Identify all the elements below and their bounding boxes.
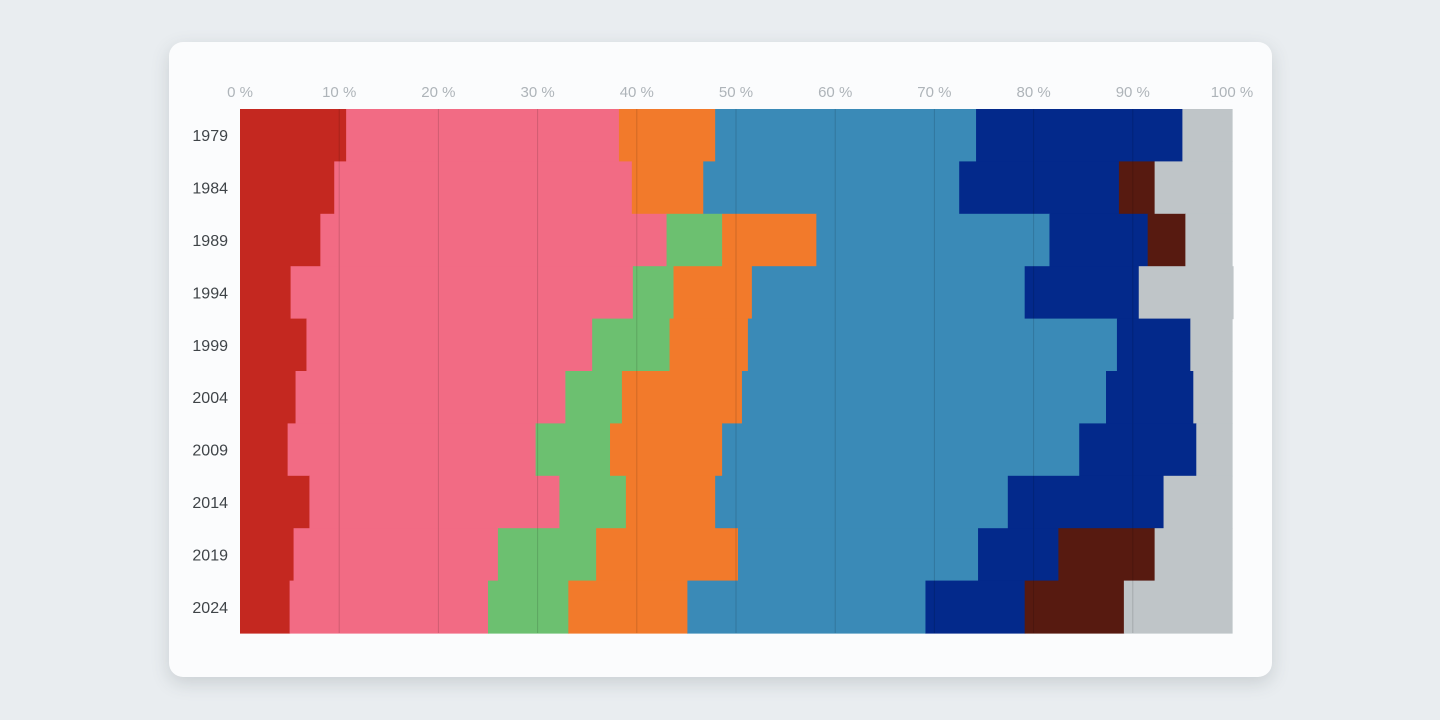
bar-segment-1979-series-4 (618, 109, 716, 162)
bar-segment-2004-series-8 (1193, 371, 1233, 424)
bar-segment-1999-series-6 (1116, 318, 1191, 372)
x-axis-ticks: 0 % 10 % 20 % 30 % 40 % 50 % 60 % 70 % 80 % 90 % 1… (227, 84, 1253, 101)
y-category-label: 1979 (192, 128, 228, 145)
bar-segment-1984-series-4 (631, 161, 704, 215)
bar-segment-2019-series-5 (737, 528, 979, 582)
bar-segment-2024-series-5 (687, 580, 927, 634)
bar-segment-2009-series-1 (240, 423, 289, 477)
bar-segment-1989-series-1 (240, 213, 321, 267)
bar-segment-1984-series-2 (334, 161, 633, 215)
bar-segment-1979-series-8 (1182, 109, 1233, 162)
y-category-label: 1999 (192, 338, 228, 355)
bar-segment-1984-series-1 (240, 161, 335, 215)
bar-segment-2014-series-3 (559, 475, 627, 529)
bar-segment-2004-series-4 (621, 371, 743, 424)
chart-card: 0 % 10 % 20 % 30 % 40 % 50 % 60 % 70 % 80 % 90 % 1… (169, 42, 1272, 677)
y-category-label: 2014 (192, 495, 228, 512)
bar-segment-1989-series-6 (1049, 213, 1149, 267)
bar-segment-1984-series-8 (1154, 161, 1233, 215)
bar-segment-1989-series-8 (1185, 213, 1233, 267)
x-tick-label: 70 % (917, 84, 951, 101)
bar-segment-1989-series-5 (816, 213, 1051, 267)
bar-segment-1989-series-4 (722, 213, 817, 267)
bar-segment-1984-series-6 (959, 161, 1120, 215)
y-axis-labels: 1979 1984 1989 1994 1999 2004 2009 2014 2019 2024 (192, 128, 228, 617)
x-tick-label: 90 % (1116, 84, 1150, 101)
bar-segment-1994-series-2 (290, 266, 634, 320)
bar-segment-1999-series-3 (592, 318, 671, 372)
bar-segment-1994-series-5 (751, 266, 1026, 320)
bar-segment-1984-series-7 (1118, 161, 1156, 215)
bar-segment-1999-series-8 (1190, 318, 1233, 372)
y-category-label: 1994 (192, 285, 228, 302)
bar-segment-2019-series-7 (1058, 528, 1156, 582)
bar-segment-1999-series-1 (240, 318, 308, 372)
gridlines-layer (338, 109, 1134, 633)
bar-segment-2019-series-3 (497, 528, 597, 582)
bar-segment-1994-series-6 (1024, 266, 1140, 320)
bar-segment-2019-series-6 (978, 528, 1059, 582)
y-category-label: 2009 (192, 443, 228, 460)
x-tick-label: 50 % (719, 84, 753, 101)
bar-segment-1994-series-3 (632, 266, 675, 320)
bar-segment-2004-series-3 (565, 371, 623, 424)
bar-segment-2024-series-1 (240, 580, 291, 634)
bar-segment-1989-series-2 (320, 213, 668, 267)
bar-segment-1979-series-2 (346, 109, 620, 162)
bar-segment-1994-series-4 (673, 266, 753, 320)
bar-segment-2009-series-2 (287, 423, 537, 477)
bar-segment-2024-series-4 (568, 580, 688, 634)
stacked-bar-chart: 0 % 10 % 20 % 30 % 40 % 50 % 60 % 70 % 80 % 90 % 1… (192, 84, 1253, 634)
bar-segment-1999-series-5 (747, 318, 1118, 372)
bar-segment-2014-series-1 (240, 475, 311, 529)
bar-segment-2024-series-2 (289, 580, 489, 634)
bar-segment-2009-series-8 (1196, 423, 1233, 477)
bar-segment-1994-series-1 (240, 266, 292, 320)
x-tick-label: 10 % (322, 84, 356, 101)
bar-segment-1979-series-5 (715, 109, 977, 162)
bar-segment-1999-series-4 (669, 318, 749, 372)
bar-segment-1989-series-3 (666, 213, 723, 267)
bar-segment-1984-series-5 (703, 161, 960, 215)
bar-segment-2014-series-4 (625, 475, 716, 529)
bar-segment-1979-series-6 (976, 109, 1183, 162)
x-tick-label: 100 % (1211, 84, 1254, 101)
y-category-label: 2004 (192, 390, 228, 407)
bar-segment-2004-series-6 (1106, 371, 1194, 424)
x-tick-label: 0 % (227, 84, 253, 101)
y-category-label: 1984 (192, 181, 228, 198)
bar-segment-2009-series-4 (610, 423, 723, 477)
bar-segment-1994-series-8 (1138, 266, 1234, 320)
bar-segment-2024-series-3 (488, 580, 569, 634)
y-category-label: 2024 (192, 600, 228, 617)
bar-segment-2019-series-1 (240, 528, 295, 582)
bar-segment-1989-series-7 (1147, 213, 1186, 267)
y-category-label: 2019 (192, 547, 228, 564)
bar-segment-2024-series-6 (925, 580, 1026, 634)
bar-segment-2014-series-8 (1163, 475, 1233, 529)
bar-segment-2009-series-5 (722, 423, 1080, 477)
bar-segment-2019-series-8 (1154, 528, 1233, 582)
x-tick-label: 30 % (520, 84, 554, 101)
x-tick-label: 60 % (818, 84, 852, 101)
bar-segment-2014-series-2 (309, 475, 561, 529)
bar-segment-1979-series-1 (240, 109, 347, 162)
bar-segment-2014-series-6 (1007, 475, 1165, 529)
bar-segment-2004-series-1 (240, 371, 297, 424)
bar-segment-2014-series-5 (715, 475, 1009, 529)
x-tick-label: 80 % (1016, 84, 1050, 101)
bar-segment-2024-series-8 (1123, 580, 1233, 634)
bar-segment-2009-series-6 (1079, 423, 1197, 477)
bar-segment-2024-series-7 (1024, 580, 1125, 634)
bar-segment-2004-series-2 (295, 371, 566, 424)
bar-segment-1999-series-2 (306, 318, 593, 372)
y-category-label: 1989 (192, 233, 228, 250)
bar-segment-2004-series-5 (741, 371, 1107, 424)
bar-segment-2009-series-3 (535, 423, 611, 477)
bar-segment-2019-series-2 (293, 528, 499, 582)
bar-segment-2019-series-4 (596, 528, 739, 582)
x-tick-label: 20 % (421, 84, 455, 101)
bars-layer (240, 109, 1234, 634)
x-tick-label: 40 % (620, 84, 654, 101)
